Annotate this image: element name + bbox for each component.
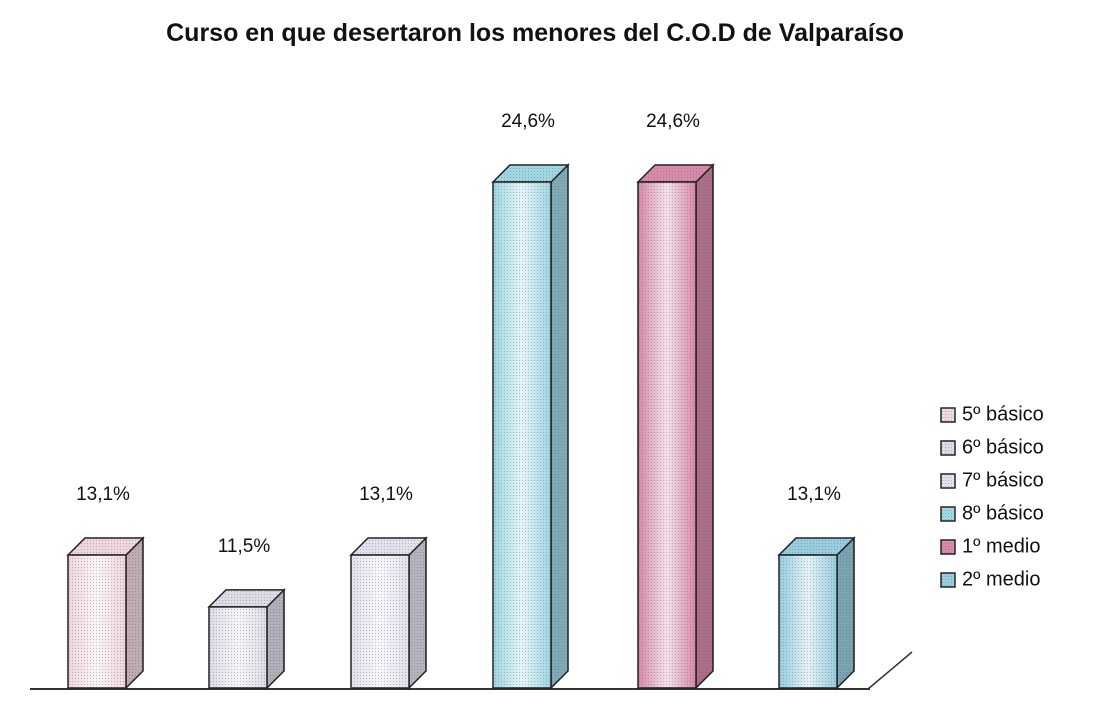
legend-swatch-texture: [941, 441, 955, 455]
bar-side-texture: [837, 538, 854, 688]
bar-texture: [209, 606, 267, 688]
legend-swatch-texture: [941, 540, 955, 554]
legend-label: 6º básico: [962, 436, 1044, 458]
bar-texture: [638, 181, 696, 688]
bar-top-texture: [779, 538, 854, 556]
bar-top-texture: [68, 538, 143, 556]
legend-swatch-texture: [941, 408, 955, 422]
legend-label: 1º medio: [962, 535, 1040, 557]
bar-side-texture: [409, 538, 426, 688]
value-label: 13,1%: [787, 484, 841, 505]
legend-label: 7º básico: [962, 469, 1044, 491]
bar-texture: [351, 555, 409, 688]
legend-label: 2º medio: [962, 568, 1040, 590]
bar-texture: [493, 181, 551, 688]
bar-side-texture: [551, 164, 568, 689]
floor-edge: [867, 651, 913, 690]
legend-label: 5º básico: [962, 403, 1044, 425]
value-label: 24,6%: [646, 111, 700, 132]
bar-side-texture: [126, 538, 143, 688]
legend-swatch-texture: [941, 573, 955, 587]
bar-texture: [68, 555, 126, 688]
value-label: 24,6%: [501, 111, 555, 132]
legend-swatch-texture: [941, 474, 955, 488]
value-label: 11,5%: [218, 536, 271, 557]
bar-top-texture: [209, 589, 284, 607]
value-label: 13,1%: [359, 484, 413, 505]
bar-top-texture: [638, 164, 713, 182]
bar-top-texture: [493, 164, 568, 182]
bar-top-texture: [351, 538, 426, 556]
legend-label: 8º básico: [962, 502, 1044, 524]
chart-title: Curso en que desertaron los menores del …: [166, 19, 904, 47]
bar-texture: [779, 555, 837, 688]
bar-side-texture: [696, 164, 713, 689]
bar-side-texture: [267, 589, 284, 688]
value-label: 13,1%: [76, 484, 130, 505]
legend-swatch-texture: [941, 507, 955, 521]
